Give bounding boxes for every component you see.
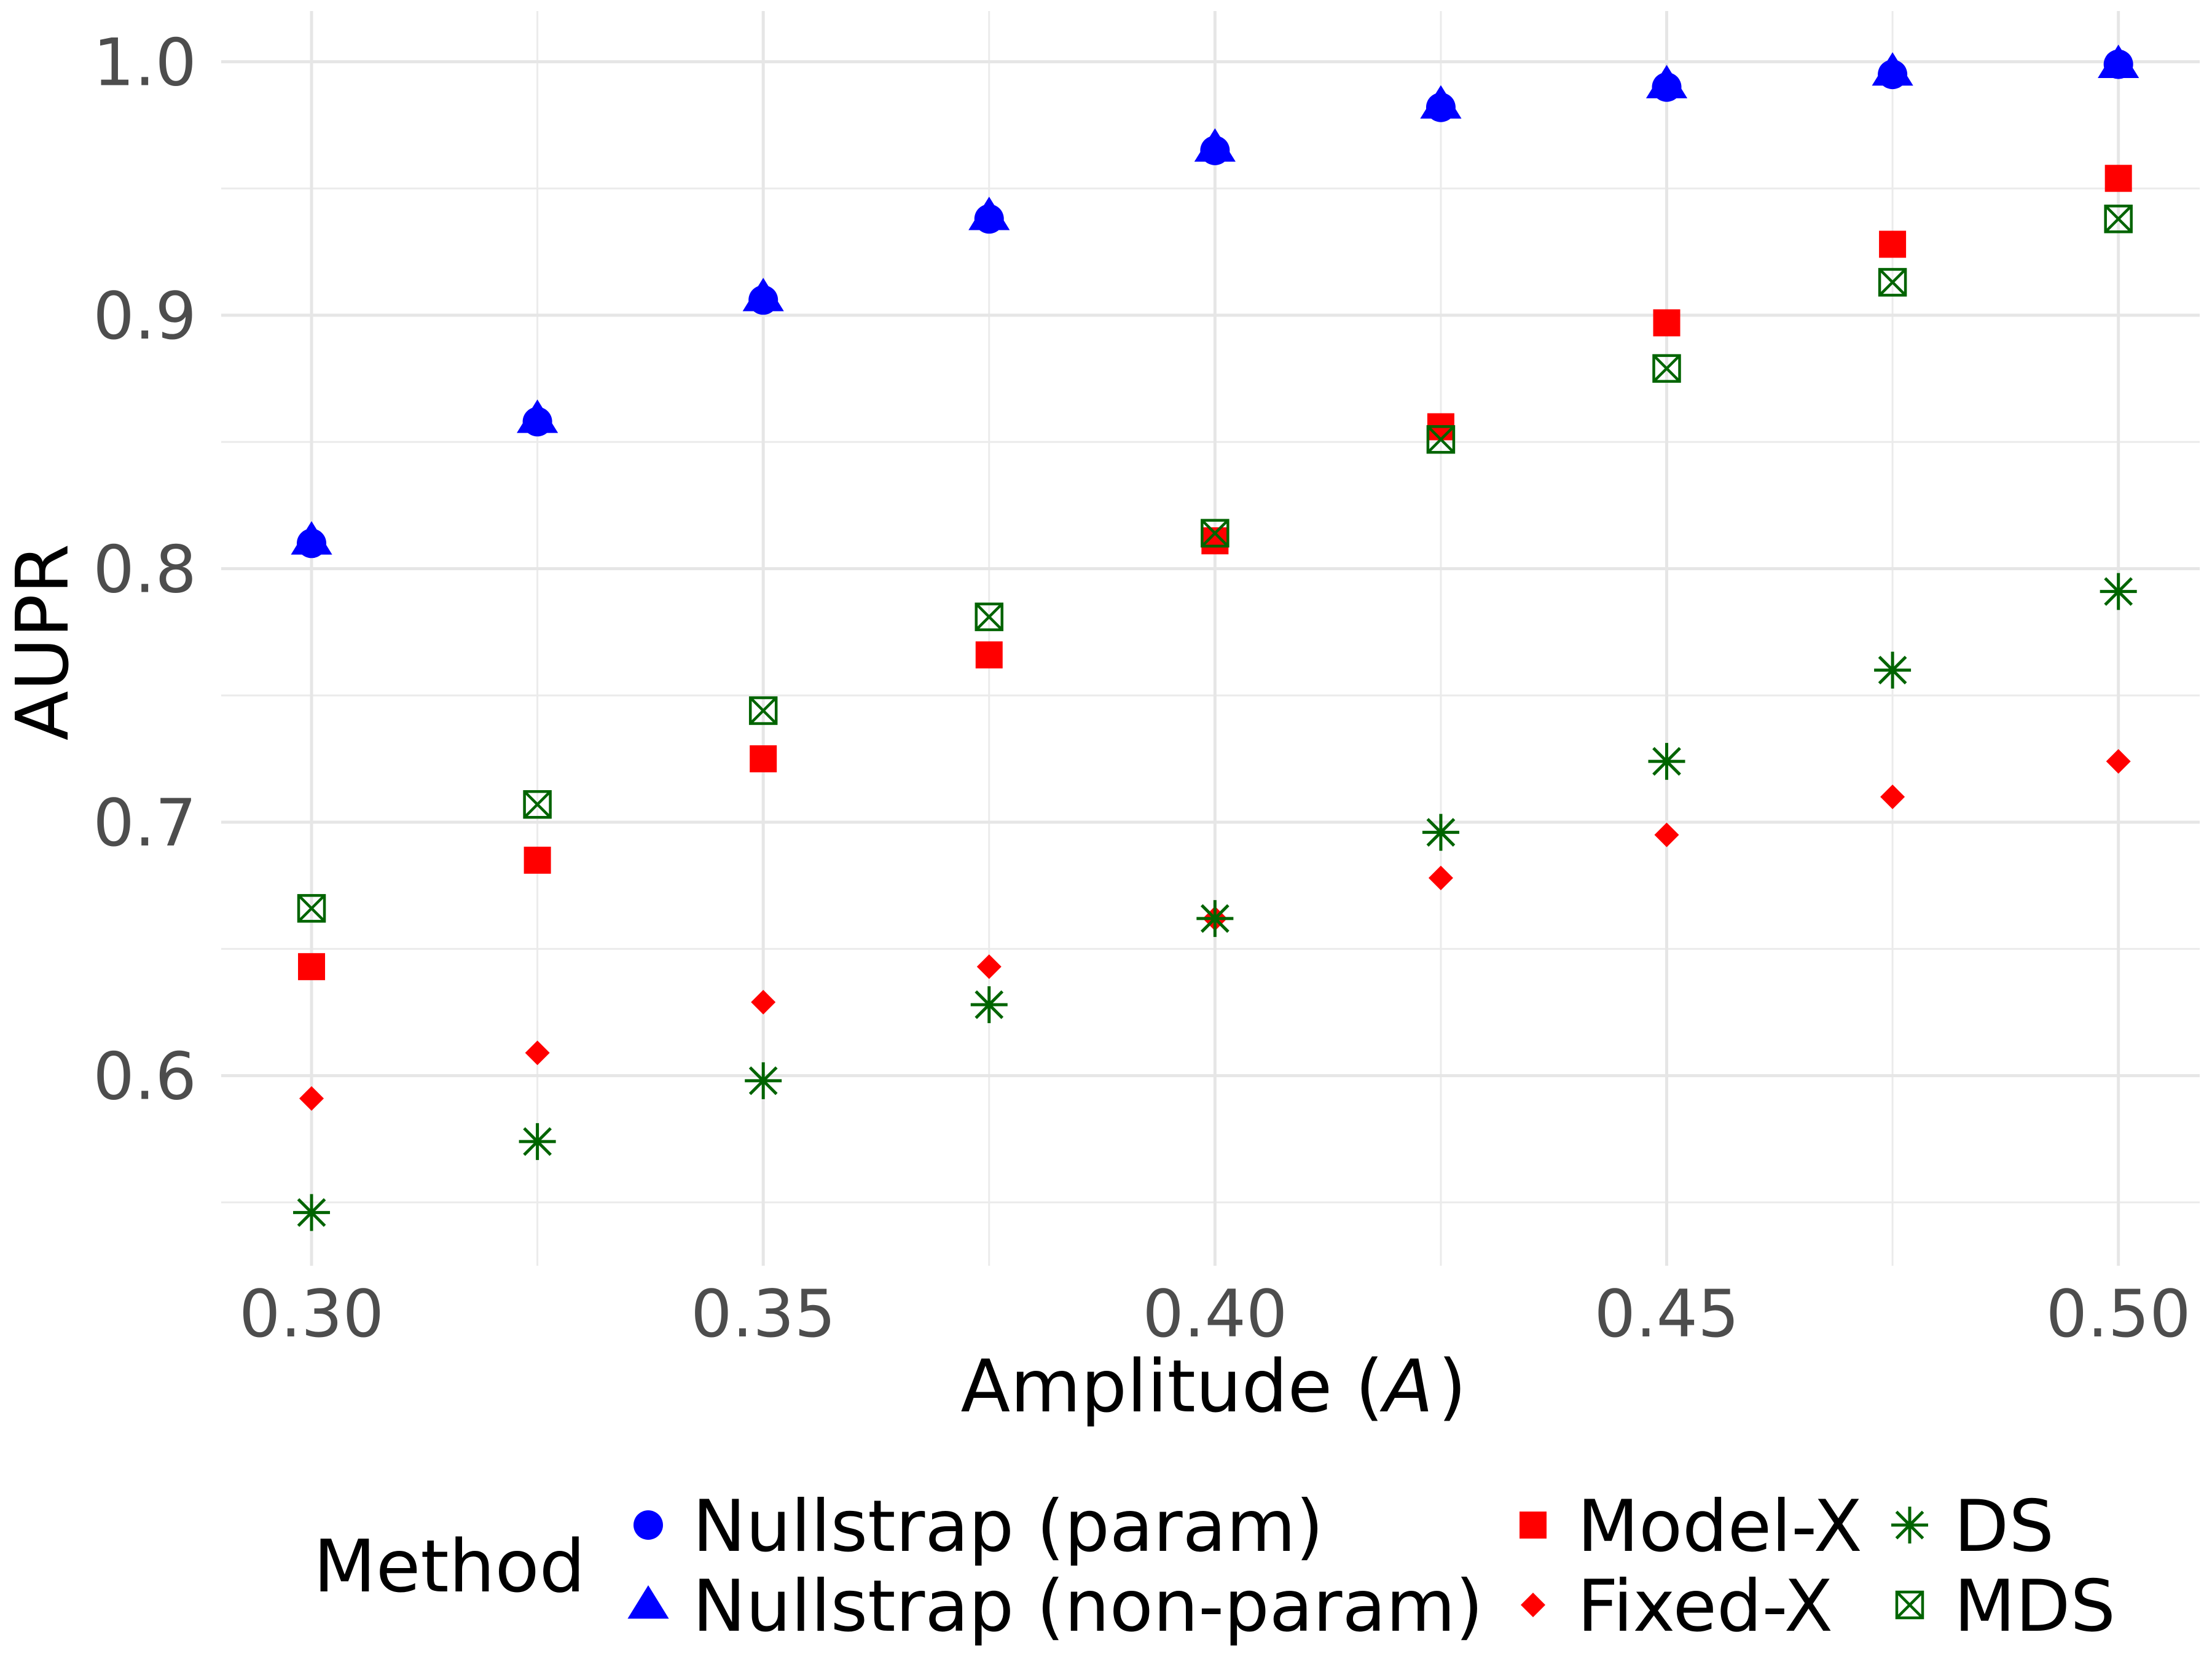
point-fixed-x — [2106, 749, 2131, 774]
point-ds — [519, 1123, 556, 1160]
point-mds — [1201, 519, 1230, 548]
point-model-x — [975, 641, 1003, 669]
legend-key-fixed-x — [1521, 1593, 1545, 1617]
legend-label-mds: MDS — [1954, 1565, 2116, 1648]
y-axis-tick-labels: 0.6 0.7 0.8 0.9 1.0 — [93, 25, 197, 1115]
point-fixed-x — [1428, 865, 1453, 890]
point-ds — [745, 1062, 782, 1099]
x-tick-label: 0.50 — [2046, 1276, 2191, 1352]
point-ds — [970, 986, 1008, 1024]
legend-key-nullstrap-param — [633, 1510, 663, 1540]
point-mds — [1426, 425, 1456, 454]
y-tick-label: 0.8 — [93, 532, 197, 608]
point-nullstrap-non-param — [1420, 85, 1462, 119]
legend-key-nullstrap-non-param — [627, 1585, 669, 1619]
legend: Method Nullstrap (param)Nullstrap (non-p… — [313, 1485, 2116, 1648]
point-nullstrap-non-param — [1645, 65, 1688, 99]
x-axis-title: Amplitude (A) — [960, 1344, 1466, 1429]
point-fixed-x — [976, 954, 1002, 979]
point-model-x — [524, 846, 551, 874]
legend-label-ds: DS — [1954, 1485, 2054, 1568]
legend-label-nullstrap-non-param: Nullstrap (non-param) — [692, 1565, 1483, 1648]
x-tick-label: 0.40 — [1142, 1276, 1287, 1352]
point-nullstrap-non-param — [742, 278, 784, 312]
x-axis-tick-labels: 0.30 0.35 0.40 0.45 0.50 — [239, 1276, 2191, 1352]
y-tick-label: 0.9 — [93, 278, 197, 354]
x-tick-label: 0.30 — [239, 1276, 384, 1352]
y-tick-label: 0.6 — [93, 1039, 197, 1115]
legend-key-model-x — [1520, 1512, 1547, 1539]
legend-title: Method — [313, 1524, 586, 1609]
legend-label-fixed-x: Fixed-X — [1577, 1565, 1833, 1648]
point-nullstrap-non-param — [2098, 44, 2139, 79]
point-fixed-x — [751, 989, 776, 1014]
point-fixed-x — [525, 1040, 550, 1065]
point-nullstrap-non-param — [517, 399, 559, 433]
point-nullstrap-non-param — [1872, 52, 1913, 86]
point-fixed-x — [299, 1086, 324, 1111]
point-model-x — [1653, 309, 1681, 337]
x-axis-title-variable: A — [1379, 1344, 1433, 1429]
point-mds — [523, 790, 552, 819]
point-ds — [1422, 814, 1459, 851]
x-axis-title-text: Amplitude ( — [960, 1344, 1383, 1429]
x-tick-label: 0.35 — [691, 1276, 836, 1352]
legend-label-model-x: Model-X — [1577, 1485, 1862, 1568]
point-ds — [2100, 573, 2137, 610]
point-nullstrap-non-param — [968, 197, 1010, 230]
data-points — [291, 44, 2139, 1231]
point-nullstrap-non-param — [291, 521, 332, 555]
point-mds — [1652, 354, 1681, 383]
point-mds — [1878, 268, 1907, 297]
point-model-x — [2104, 165, 2132, 192]
series-ds — [293, 573, 2137, 1231]
point-fixed-x — [1654, 822, 1679, 847]
y-tick-label: 1.0 — [93, 25, 197, 101]
point-model-x — [298, 953, 326, 981]
series-nullstrap-non-param — [291, 44, 2139, 555]
point-fixed-x — [1880, 784, 1905, 809]
y-axis-title: AUPR — [0, 544, 85, 740]
point-ds — [1196, 900, 1234, 937]
point-ds — [1874, 651, 1912, 689]
x-tick-label: 0.45 — [1594, 1276, 1739, 1352]
point-mds — [2104, 205, 2133, 233]
legend-label-nullstrap-param: Nullstrap (param) — [692, 1485, 1324, 1568]
x-axis-title-close: ) — [1438, 1344, 1466, 1429]
point-ds — [1648, 743, 1685, 780]
point-mds — [748, 696, 778, 725]
point-model-x — [1879, 230, 1907, 258]
point-ds — [293, 1194, 331, 1231]
legend-key-ds — [1891, 1507, 1928, 1543]
point-mds — [975, 602, 1004, 632]
point-mds — [297, 894, 326, 923]
grid-lines — [221, 11, 2200, 1266]
legend-key-mds — [1895, 1590, 1924, 1620]
y-tick-label: 0.7 — [93, 785, 197, 861]
series-mds — [297, 205, 2133, 923]
point-nullstrap-non-param — [1194, 128, 1236, 162]
point-model-x — [750, 745, 777, 772]
